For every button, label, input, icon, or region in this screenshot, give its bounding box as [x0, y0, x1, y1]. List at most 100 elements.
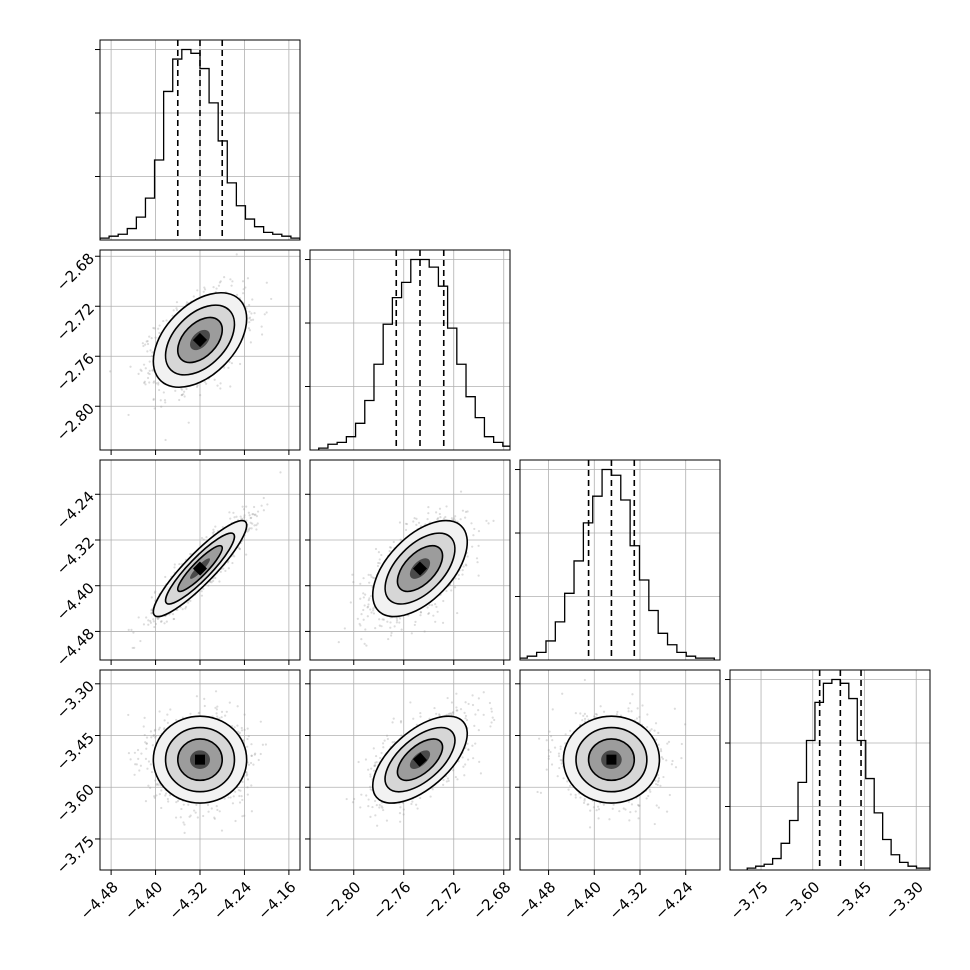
scatter-point	[151, 354, 154, 357]
scatter-point	[142, 363, 146, 366]
scatter-point	[250, 527, 253, 530]
scatter-point	[244, 286, 247, 289]
scatter-point	[364, 628, 367, 631]
scatter-point	[386, 620, 389, 623]
scatter-point	[246, 773, 249, 776]
density-group	[337, 490, 495, 647]
scatter-point	[186, 601, 190, 604]
scatter-point	[222, 567, 225, 570]
scatter-point	[238, 547, 241, 550]
scatter-point	[241, 798, 244, 802]
scatter-point	[216, 705, 219, 708]
scatter-point	[248, 527, 251, 530]
scatter-point	[210, 581, 213, 584]
scatter-point	[176, 799, 180, 803]
scatter-point	[381, 618, 384, 621]
scatter-point	[202, 814, 205, 818]
scatter-point	[438, 512, 441, 516]
scatter-point	[219, 280, 222, 283]
scatter-point	[195, 803, 198, 807]
scatter-point	[395, 621, 398, 624]
scatter-point	[196, 384, 199, 387]
scatter-point	[207, 584, 210, 587]
scatter-point	[228, 511, 231, 514]
scatter-point	[134, 763, 137, 766]
scatter-point	[130, 628, 133, 631]
scatter-point	[415, 523, 418, 526]
scatter-point	[255, 524, 258, 527]
scatter-point	[179, 816, 182, 819]
panel-frame	[519, 459, 721, 661]
scatter-point	[203, 380, 207, 384]
scatter-point	[398, 621, 401, 624]
scatter-point	[172, 617, 176, 621]
panel-frame	[99, 39, 301, 241]
scatter-point	[395, 619, 399, 622]
scatter-point	[218, 281, 221, 284]
scatter-point	[253, 513, 256, 517]
scatter-point	[464, 563, 467, 566]
scatter-point	[266, 503, 269, 506]
scatter-point	[359, 597, 362, 600]
scatter-point	[150, 608, 153, 611]
scatter-point	[453, 517, 456, 520]
scatter-point	[237, 730, 240, 733]
scatter-point	[219, 382, 222, 385]
scatter-point	[459, 490, 463, 493]
scatter-point	[367, 603, 370, 606]
scatter-point	[231, 280, 234, 283]
scatter-point	[153, 380, 156, 383]
scatter-point	[158, 331, 161, 335]
scatter-point	[436, 518, 439, 521]
scatter-point	[243, 516, 246, 519]
scatter-point	[215, 287, 218, 290]
scatter-point	[211, 531, 214, 534]
scatter-point	[171, 314, 174, 317]
scatter-point	[214, 690, 218, 693]
scatter-point	[248, 321, 251, 324]
scatter-point	[242, 508, 246, 511]
scatter-point	[470, 522, 473, 525]
scatter-point	[360, 638, 363, 641]
scatter-point	[368, 581, 371, 584]
scatter-point	[218, 810, 221, 813]
scatter-point	[485, 519, 488, 522]
scatter-point	[413, 623, 416, 627]
scatter-point	[207, 810, 210, 813]
scatter-point	[476, 561, 479, 564]
scatter-point	[427, 512, 430, 515]
scatter-point	[254, 513, 257, 516]
scatter-point	[153, 795, 156, 798]
scatter-point	[180, 807, 183, 811]
scatter-point	[240, 517, 243, 520]
histogram-panel-2	[515, 459, 721, 661]
scatter-point	[382, 618, 385, 621]
scatter-point	[377, 561, 380, 565]
scatter-point	[253, 312, 256, 315]
scatter-point	[255, 528, 258, 531]
scatter-point	[337, 641, 340, 644]
scatter-point	[252, 512, 255, 516]
scatter-point	[248, 303, 251, 307]
scatter-point	[162, 319, 165, 323]
scatter-point	[172, 617, 175, 621]
scatter-point	[362, 577, 365, 580]
scatter-point	[168, 794, 172, 797]
scatter-point	[212, 286, 215, 289]
scatter-point	[367, 573, 370, 576]
density-peak	[192, 561, 208, 576]
scatter-point	[147, 784, 150, 787]
scatter-point	[155, 794, 158, 797]
scatter-point	[226, 561, 229, 564]
scatter-point	[141, 342, 144, 345]
scatter-point	[175, 801, 178, 804]
scatter-point	[263, 313, 266, 316]
scatter-point	[212, 528, 215, 531]
scatter-point	[250, 516, 253, 519]
scatter-point	[217, 284, 221, 287]
scatter-point	[220, 710, 224, 713]
scatter-point	[461, 573, 464, 576]
histogram-panel-0	[95, 39, 301, 241]
scatter-point	[250, 810, 253, 813]
scatter-point	[398, 617, 402, 620]
